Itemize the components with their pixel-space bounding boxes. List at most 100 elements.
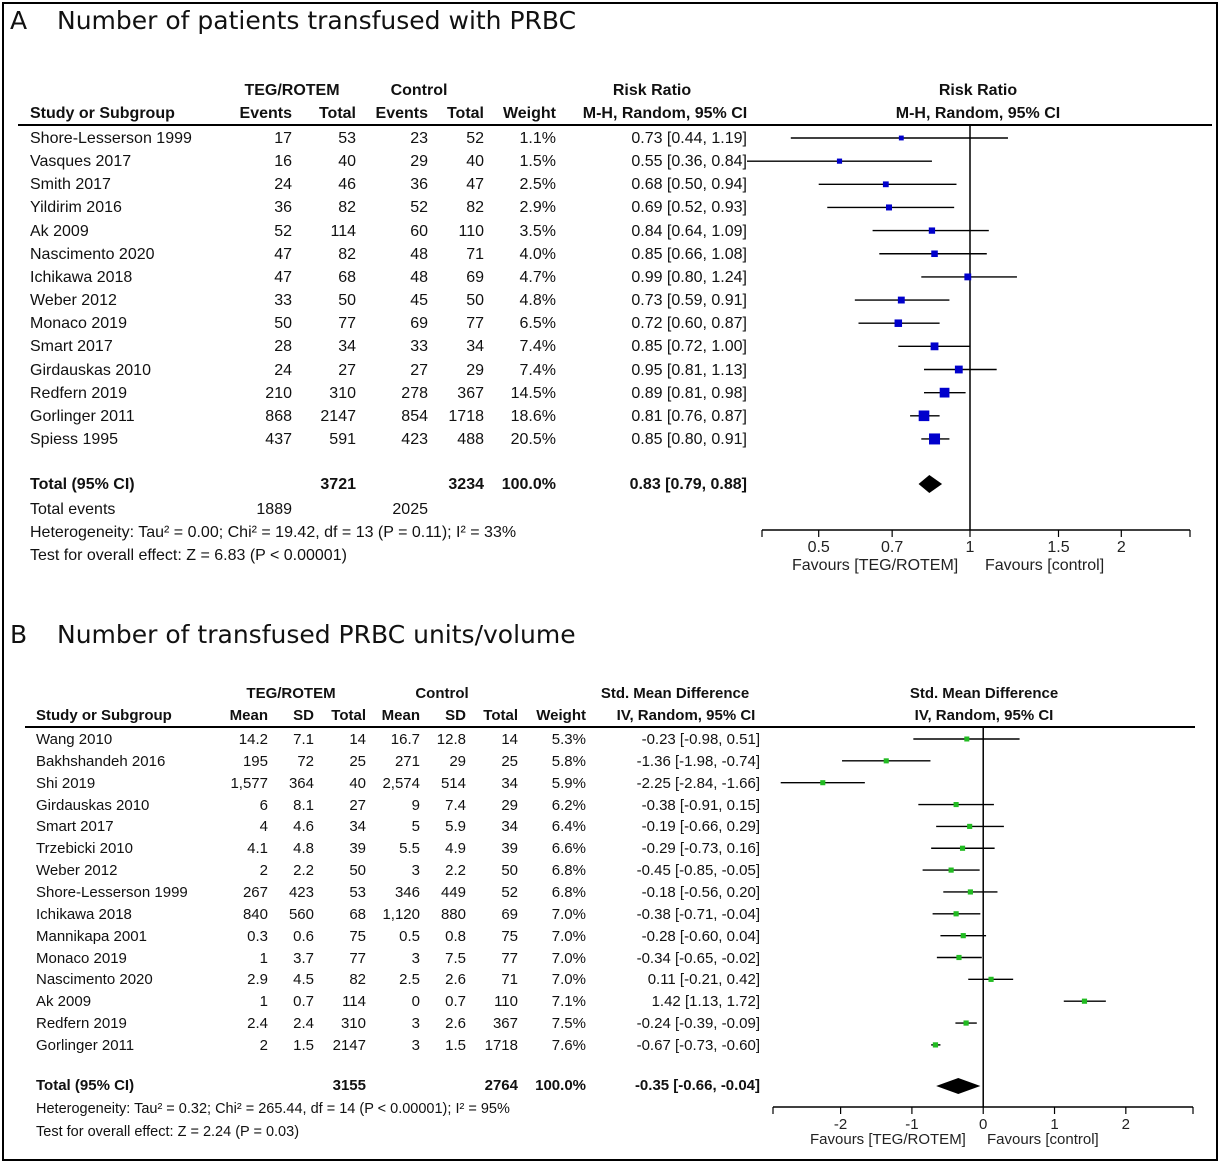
total-exp: 50 xyxy=(338,292,356,310)
point-estimate xyxy=(928,227,936,234)
table-row: Shi 2019 1,577 364 40 2,574 514 34 5.9% -2.25 [-… xyxy=(0,775,760,797)
mean-exp: 0.3 xyxy=(247,927,268,945)
panel-b-label: B xyxy=(10,620,28,649)
effect-ci: 0.85 [0.80, 0.91] xyxy=(631,430,747,448)
study-name: Girdauskas 2010 xyxy=(36,796,150,814)
total-ctrl: 75 xyxy=(501,927,518,945)
mean-ctrl: 1,120 xyxy=(382,905,420,923)
table-row: Smart 2017 28 34 33 34 7.4% 0.85 [0.72, 1.00] xyxy=(0,338,760,361)
effect-ci: -0.24 [-0.39, -0.09] xyxy=(636,1015,760,1033)
table-row: Weber 2012 2 2.2 50 3 2.2 50 6.8% -0.45 [-0.85, … xyxy=(0,862,760,884)
weight: 6.5% xyxy=(519,315,556,333)
sd-exp: 72 xyxy=(297,752,314,770)
study-name: Weber 2012 xyxy=(30,292,117,310)
favours-left-a: Favours [TEG/ROTEM] xyxy=(792,557,959,574)
x-tick-label: 1.5 xyxy=(1047,539,1069,556)
mean-exp: 2 xyxy=(259,1036,268,1054)
pooled-diamond xyxy=(918,475,943,493)
mean-ctrl: 5.5 xyxy=(399,840,420,858)
study-name: Nascimento 2020 xyxy=(36,971,153,989)
point-estimate xyxy=(964,273,972,281)
total-exp: 27 xyxy=(349,796,366,814)
favours-left-b: Favours [TEG/ROTEM] xyxy=(810,1131,966,1148)
total-ctrl: 488 xyxy=(457,430,484,448)
header-group-ctrl: Control xyxy=(390,82,448,99)
table-row: Ichikawa 2018 840 560 68 1,120 880 69 7.0% -0.38… xyxy=(0,906,760,928)
table-row: Shore-Lesserson 1999 267 423 53 346 449 52 6.8%… xyxy=(0,884,760,906)
study-name: Bakhshandeh 2016 xyxy=(36,752,166,770)
study-name: Ak 2009 xyxy=(30,222,89,240)
total-exp: 2147 xyxy=(320,407,356,425)
events-exp: 210 xyxy=(265,384,292,402)
heterogeneity-a: Heterogeneity: Tau² = 0.00; Chi² = 19.42… xyxy=(30,524,517,541)
events-exp: 437 xyxy=(265,430,292,448)
sd-exp: 7.1 xyxy=(293,731,314,748)
point-estimate xyxy=(883,758,889,764)
table-row: Gorlinger 2011 868 2147 854 1718 18.6% 0.81 [0… xyxy=(0,408,760,431)
header-effect-top: Std. Mean Difference xyxy=(600,685,750,702)
header-total-exp: Total xyxy=(318,105,356,122)
header-weight: Weight xyxy=(536,707,586,724)
favours-right-b: Favours [control] xyxy=(987,1131,1099,1148)
events-exp: 52 xyxy=(274,222,292,240)
header-study: Study or Subgroup xyxy=(36,707,172,724)
study-name: Girdauskas 2010 xyxy=(30,361,151,379)
effect-ci: 0.81 [0.76, 0.87] xyxy=(631,407,747,425)
total-ctrl: 40 xyxy=(466,153,484,171)
total-exp: 3155 xyxy=(332,1077,366,1094)
point-estimate xyxy=(956,954,962,961)
sd-ctrl: 449 xyxy=(440,883,466,901)
point-estimate xyxy=(820,780,826,786)
total-exp: 53 xyxy=(338,130,356,147)
total-ctrl: 34 xyxy=(501,774,518,792)
header-plot-method: M-H, Random, 95% CI xyxy=(895,105,1061,122)
sd-ctrl: 880 xyxy=(440,905,466,923)
point-estimate xyxy=(959,845,966,851)
weight: 4.7% xyxy=(519,268,556,286)
total-label: Total (95% CI) xyxy=(30,476,135,493)
total-exp: 25 xyxy=(349,752,366,770)
mean-exp: 195 xyxy=(242,752,268,770)
mean-ctrl: 3 xyxy=(411,1036,420,1054)
study-name: Monaco 2019 xyxy=(36,949,127,967)
events-ctrl: 278 xyxy=(401,384,428,402)
total-weight: 100.0% xyxy=(501,476,556,493)
effect-ci: 0.11 [-0.21, 0.42] xyxy=(647,971,760,989)
weight: 18.6% xyxy=(510,407,556,425)
point-estimate xyxy=(948,867,954,873)
total-exp: 40 xyxy=(338,153,356,171)
total-ci: -0.35 [-0.66, -0.04] xyxy=(634,1077,760,1094)
effect-ci: 0.89 [0.81, 0.98] xyxy=(631,384,747,402)
table-row: Ak 2009 52 114 60 110 3.5% 0.84 [0.64, 1.09] xyxy=(0,223,760,246)
mean-exp: 1 xyxy=(259,949,268,967)
point-estimate xyxy=(960,933,966,939)
study-name: Shore-Lesserson 1999 xyxy=(30,130,192,147)
effect-ci: 0.68 [0.50, 0.94] xyxy=(631,176,747,194)
study-name: Shore-Lesserson 1999 xyxy=(36,883,188,901)
effect-ci: -2.25 [-2.84, -1.66] xyxy=(636,774,760,792)
point-estimate xyxy=(967,889,973,895)
total-ci: 0.83 [0.79, 0.88] xyxy=(629,476,747,493)
mean-ctrl: 2.5 xyxy=(399,971,420,989)
table-row: Ak 2009 1 0.7 114 0 0.7 110 7.1% 1.42 [1.13, 1.7… xyxy=(0,993,760,1015)
total-exp: 39 xyxy=(349,840,366,858)
sd-exp: 3.7 xyxy=(293,949,314,967)
events-exp: 868 xyxy=(265,407,292,425)
study-name: Nascimento 2020 xyxy=(30,245,155,263)
table-row: Nascimento 2020 2.9 4.5 82 2.5 2.6 71 7.0% 0.11 … xyxy=(0,971,760,993)
header-events-ctrl: Events xyxy=(375,105,428,122)
effect-ci: -0.67 [-0.73, -0.60] xyxy=(636,1036,760,1054)
study-name: Weber 2012 xyxy=(36,862,118,880)
x-tick-label: -2 xyxy=(834,1116,847,1133)
events-exp: 24 xyxy=(274,361,292,379)
header-total-ctrl: Total xyxy=(483,707,518,724)
sd-ctrl: 29 xyxy=(449,752,466,770)
point-estimate xyxy=(918,410,930,422)
study-name: Spiess 1995 xyxy=(30,430,119,448)
x-tick-label: 1 xyxy=(1050,1116,1058,1133)
total-exp: 75 xyxy=(349,927,366,945)
sd-exp: 8.1 xyxy=(293,796,314,814)
effect-ci: 0.73 [0.44, 1.19] xyxy=(631,130,747,147)
events-exp: 17 xyxy=(274,130,292,147)
